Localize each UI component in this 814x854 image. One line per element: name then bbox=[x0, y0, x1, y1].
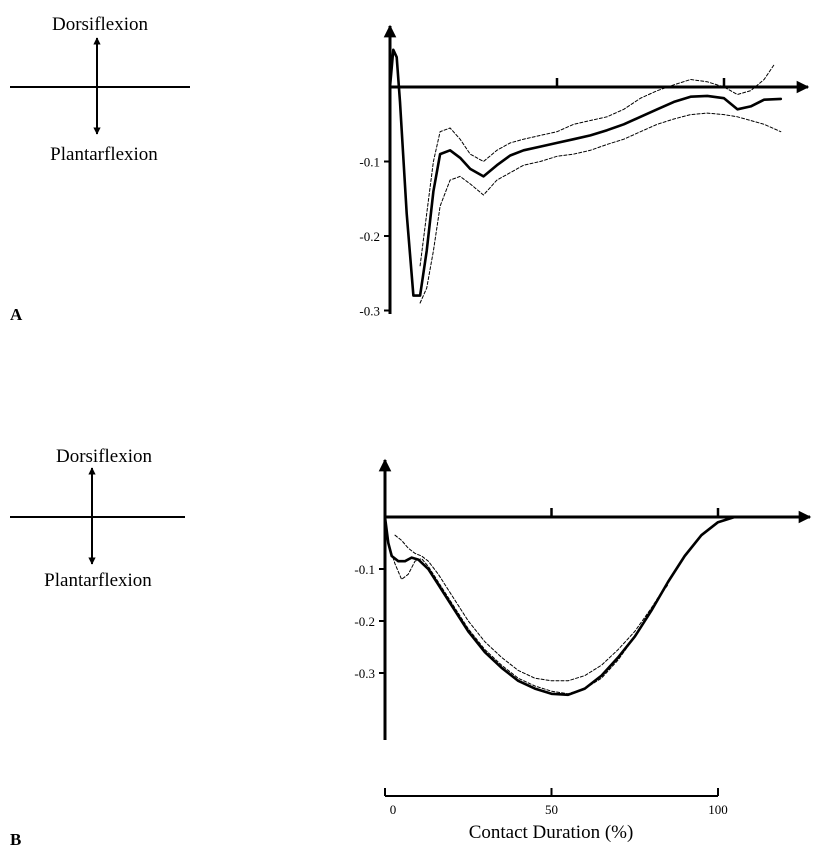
chart-a-y-tick-label: -0.1 bbox=[359, 155, 380, 170]
chart-b-y-tick-label: -0.3 bbox=[354, 666, 375, 681]
chart-b-sd-line bbox=[387, 542, 669, 695]
chart-b-y-tick-label: -0.2 bbox=[354, 614, 375, 629]
plantarflexion-label: Plantarflexion bbox=[50, 144, 158, 165]
chart-a-y-tick-label: -0.2 bbox=[359, 229, 380, 244]
panel-a-direction-legend: Dorsiflexion Plantarflexion bbox=[10, 14, 190, 165]
panel-a-label: A bbox=[10, 305, 23, 324]
x-axis-label: Contact Duration (%) bbox=[469, 822, 634, 843]
chart-b: 0 50 100 -0.1 -0.2 -0.3 Contact Duration (%) bbox=[354, 458, 812, 843]
dorsiflexion-label: Dorsiflexion bbox=[56, 446, 153, 467]
panel-b-label: B bbox=[10, 830, 21, 849]
chart-b-x-tick-label: 0 bbox=[390, 802, 397, 817]
chart-b-sd-line bbox=[394, 534, 669, 682]
chart-a-sd-line bbox=[419, 112, 782, 304]
chart-b-mean-line bbox=[383, 515, 737, 697]
chart-b-x-tick-label: 50 bbox=[545, 802, 558, 817]
chart-b-x-tick-label: 100 bbox=[708, 802, 728, 817]
chart-a-mean-line bbox=[388, 48, 783, 297]
chart-a: -0.1 -0.2 -0.3 bbox=[359, 24, 810, 319]
dorsiflexion-label: Dorsiflexion bbox=[52, 14, 149, 35]
panel-b-direction-legend: Dorsiflexion Plantarflexion bbox=[10, 446, 185, 591]
chart-a-y-tick-label: -0.3 bbox=[359, 304, 380, 319]
plantarflexion-label: Plantarflexion bbox=[44, 570, 152, 591]
chart-a-sd-line bbox=[419, 64, 775, 267]
chart-b-y-tick-label: -0.1 bbox=[354, 562, 375, 577]
